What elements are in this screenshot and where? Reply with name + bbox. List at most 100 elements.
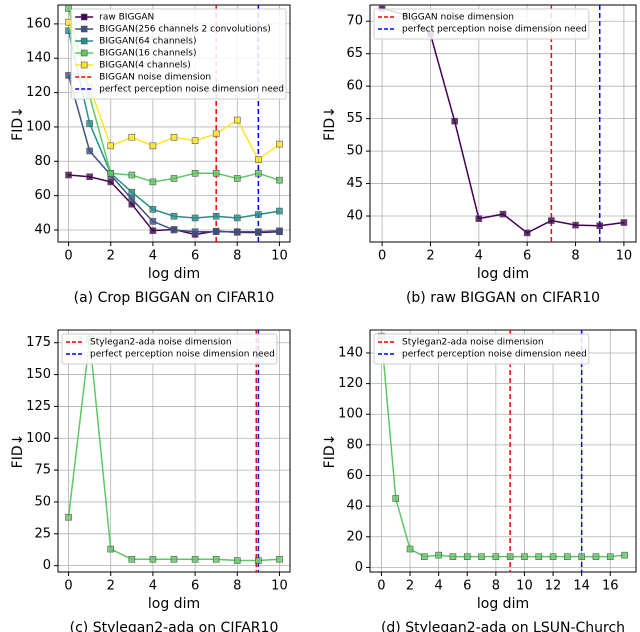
legend: raw BIGGAN BIGGAN(256 channels 2 convolut…: [70, 8, 287, 100]
marker: [276, 176, 283, 184]
y-tick-label: 45: [346, 176, 363, 191]
x-tick-label: 2: [107, 579, 115, 594]
marker: [523, 229, 531, 237]
marker: [276, 555, 283, 563]
x-tick-label: 8: [233, 579, 241, 594]
marker: [86, 147, 93, 155]
x-tick-label: 0: [377, 579, 385, 594]
legend-label: Stylegan2-ada noise dimension: [90, 338, 232, 348]
caption: (a) Crop BIGGAN on CIFAR10: [74, 290, 275, 306]
legend-label: BIGGAN(4 channels): [99, 61, 191, 71]
panel: 40 45 50 55 60 65 70 0 2 4 6 8 10 log dim FID↓ (b) raw …: [322, 4, 637, 306]
legend-label: raw BIGGAN: [99, 13, 154, 23]
legend: Stylegan2-ada noise dimension perfect per…: [61, 333, 278, 365]
marker: [492, 553, 500, 560]
marker: [233, 175, 241, 182]
legend: BIGGAN noise dimension perfect perception…: [373, 8, 590, 40]
x-tick-label: 0: [64, 249, 72, 264]
caption: (c) Stylegan2-ada on CIFAR10: [70, 620, 279, 632]
x-axis-label: log dim: [148, 596, 200, 612]
x-tick-label: 4: [475, 249, 483, 264]
marker: [212, 170, 220, 177]
marker: [149, 178, 157, 186]
marker: [107, 170, 115, 177]
x-tick-label: 16: [602, 579, 619, 594]
marker: [191, 170, 199, 177]
marker: [65, 18, 72, 26]
marker: [170, 175, 178, 182]
legend-frame: [70, 8, 287, 100]
panel: 40 60 80 100 120 140 160 0 2 4 6 8 10 log dim FID↓ (a) …: [10, 4, 291, 306]
series-line: [381, 7, 625, 234]
marker: [212, 555, 220, 563]
y-tick-label: 80: [34, 154, 51, 169]
y-tick-label: 125: [26, 399, 51, 414]
x-tick-label: 10: [271, 579, 288, 594]
marker: [535, 553, 543, 560]
marker: [621, 551, 628, 559]
y-tick-label: 40: [346, 499, 363, 514]
plot-frame: [57, 329, 291, 573]
x-tick-label: 4: [435, 579, 443, 594]
y-tick-label: 160: [26, 16, 51, 31]
x-tick-label: 0: [64, 579, 72, 594]
marker: [212, 130, 220, 138]
x-tick-label: 14: [573, 579, 590, 594]
marker: [276, 227, 283, 235]
legend-marker: [80, 37, 88, 45]
legend-frame: [373, 8, 590, 40]
marker: [620, 219, 628, 226]
y-tick-label: 50: [34, 494, 51, 509]
marker: [255, 211, 262, 218]
marker: [406, 545, 414, 553]
x-tick-label: 6: [463, 579, 471, 594]
y-tick-label: 60: [34, 188, 51, 203]
marker: [128, 133, 136, 141]
x-tick-label: 4: [149, 579, 157, 594]
series-line: [380, 336, 625, 558]
marker: [548, 217, 555, 224]
marker: [128, 555, 136, 563]
marker: [191, 214, 199, 222]
marker: [233, 214, 241, 222]
marker: [149, 206, 157, 213]
marker: [149, 227, 157, 234]
marker: [191, 555, 199, 563]
panel: 0 20 40 60 80 100 120 140 0 2 4 6 8 10 12 14 16 log dim FI…: [322, 329, 637, 632]
marker: [170, 133, 178, 141]
y-tick-label: 20: [346, 529, 363, 544]
series-line: [68, 174, 280, 236]
marker: [65, 171, 72, 179]
y-tick-label: 150: [26, 367, 51, 382]
y-tick-label: 40: [346, 209, 363, 224]
marker: [276, 207, 283, 215]
y-tick-label: 55: [346, 111, 363, 126]
marker: [233, 116, 241, 124]
y-tick-label: 0: [355, 560, 363, 575]
marker: [592, 553, 600, 560]
marker: [149, 218, 157, 225]
marker: [421, 553, 428, 560]
x-tick-label: 6: [191, 579, 199, 594]
legend-label: perfect perception noise dimension need: [99, 85, 284, 95]
marker: [435, 551, 442, 559]
y-tick-label: 120: [26, 85, 51, 100]
marker: [191, 228, 199, 235]
series-line: [67, 338, 280, 562]
marker: [107, 142, 115, 150]
legend-label: BIGGAN(16 channels): [99, 49, 196, 59]
legend-label: BIGGAN noise dimension: [99, 73, 211, 83]
marker: [549, 553, 557, 560]
y-tick-label: 100: [26, 431, 51, 446]
y-tick-label: 140: [26, 51, 51, 66]
legend-frame: [61, 333, 278, 365]
x-tick-label: 8: [571, 249, 579, 264]
y-axis-label: FID↓: [10, 106, 26, 141]
marker: [65, 513, 72, 521]
x-tick-label: 2: [406, 579, 414, 594]
legend-label: BIGGAN noise dimension: [402, 13, 514, 23]
marker: [128, 171, 136, 179]
y-tick-label: 60: [346, 79, 363, 94]
marker: [170, 555, 178, 563]
